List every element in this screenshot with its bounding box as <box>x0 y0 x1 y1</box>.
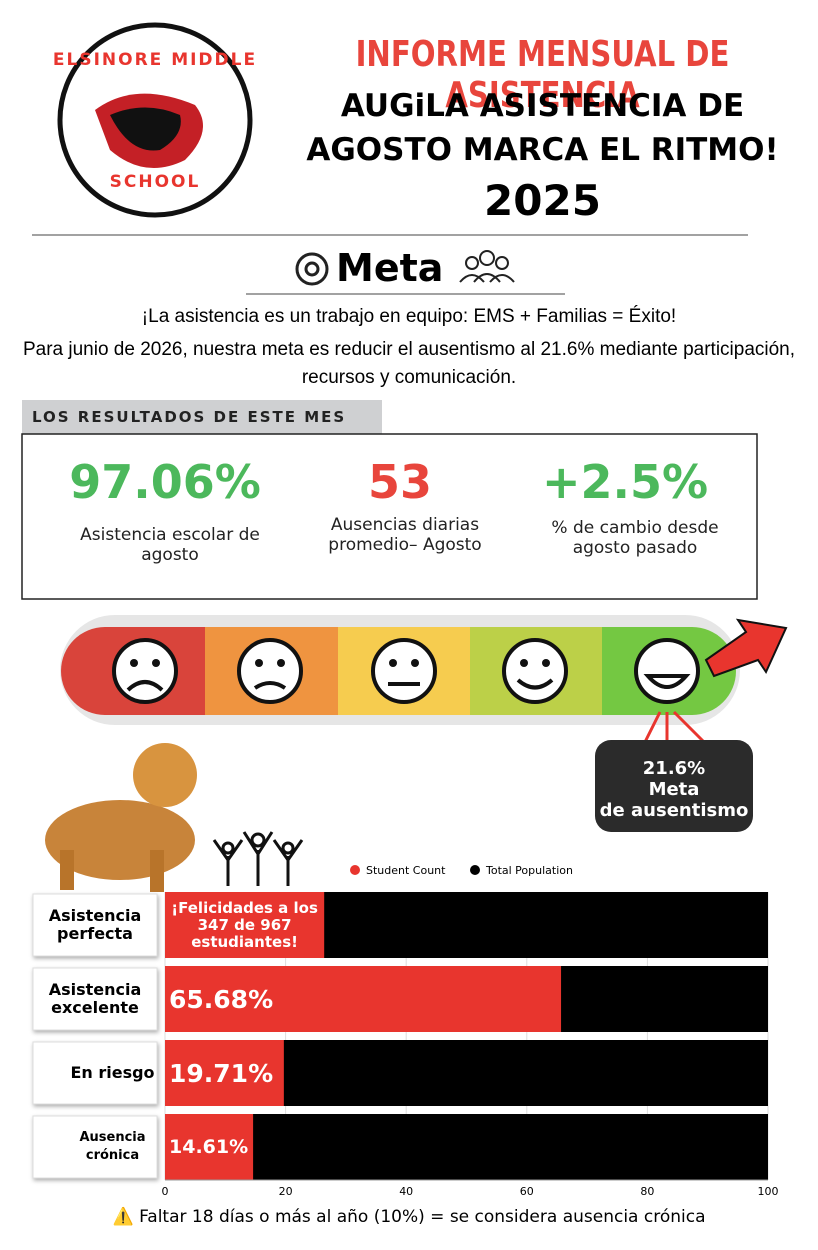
result-value: +2.5% <box>541 455 709 509</box>
category-label: Asistencia excelente <box>48 980 142 1017</box>
data-label: ¡Felicidades a los 347 de 967 estudiante… <box>171 898 318 951</box>
tiger <box>45 743 197 892</box>
year: 2025 <box>484 176 601 225</box>
category-box <box>32 1115 158 1179</box>
results-box <box>21 433 758 600</box>
category-box <box>32 1041 158 1105</box>
x-tick-label: 80 <box>640 1185 654 1198</box>
category-box <box>32 967 158 1031</box>
meta-title: Meta <box>336 246 444 290</box>
category-box <box>32 893 158 957</box>
legend-swatch <box>350 865 360 875</box>
data-label: 65.68% <box>169 984 274 1014</box>
results-tab <box>22 400 382 434</box>
meta-text: ¡La asistencia es un trabajo en equipo: … <box>141 306 677 327</box>
eyes <box>130 659 550 667</box>
x-tick-label: 20 <box>279 1185 293 1198</box>
callout-text: 21.6% <box>642 758 706 779</box>
headline: AUGiLA ASISTENCIA DE <box>340 88 745 124</box>
callout-text: Meta <box>648 779 700 800</box>
callout-text: de ausentismo <box>599 800 749 821</box>
category-label: Asistencia perfecta <box>48 906 142 943</box>
meta-text: Para junio de 2026, nuestra meta es redu… <box>22 339 796 388</box>
x-tick-label: 60 <box>520 1185 534 1198</box>
bar <box>165 1114 254 1180</box>
callout-box <box>595 740 753 832</box>
category-label: En riesgo <box>70 1063 155 1082</box>
cheer-icon <box>212 831 304 886</box>
logo-text: SCHOOL <box>109 172 201 192</box>
category-label: Ausencia crónica <box>79 1130 146 1163</box>
logo-text: ELSINORE MIDDLE <box>52 50 258 70</box>
result-label: % de cambio desde agosto pasado <box>551 518 719 558</box>
headline: AGOSTO MARCA EL RITMO! <box>306 132 779 168</box>
x-tick-label: 100 <box>758 1185 779 1198</box>
legend-label: Student Count <box>366 864 446 877</box>
data-label: 14.61% <box>169 1135 249 1158</box>
result-label: Asistencia escolar de agosto <box>80 525 260 565</box>
people-icon <box>459 250 515 283</box>
result-value: 53 <box>367 455 432 509</box>
bar <box>165 966 562 1032</box>
bar <box>165 1114 768 1180</box>
x-tick-label: 0 <box>162 1185 169 1198</box>
legend-label: Total Population <box>485 864 573 877</box>
x-tick-label: 40 <box>399 1185 413 1198</box>
result-label: Ausencias diarias promedio– Agosto <box>328 515 482 555</box>
target-icon <box>295 252 329 286</box>
bar <box>165 892 325 958</box>
result-value: 97.06% <box>69 455 261 509</box>
title: INFORME MENSUAL DE ASISTENCIA <box>355 34 730 116</box>
pointer-arrow <box>704 618 788 678</box>
bar <box>165 1040 284 1106</box>
legend-swatch <box>470 865 480 875</box>
footer: ⚠️ Faltar 18 días o más al año (10%) = s… <box>112 1207 706 1227</box>
faces <box>112 638 700 704</box>
data-label: 19.71% <box>169 1058 274 1088</box>
callout: 21.6% Meta de ausentismo <box>595 758 753 821</box>
logo-tiger <box>110 107 181 151</box>
target-icon <box>304 261 320 277</box>
results-title: LOS RESULTADOS DE ESTE MES <box>32 408 347 426</box>
